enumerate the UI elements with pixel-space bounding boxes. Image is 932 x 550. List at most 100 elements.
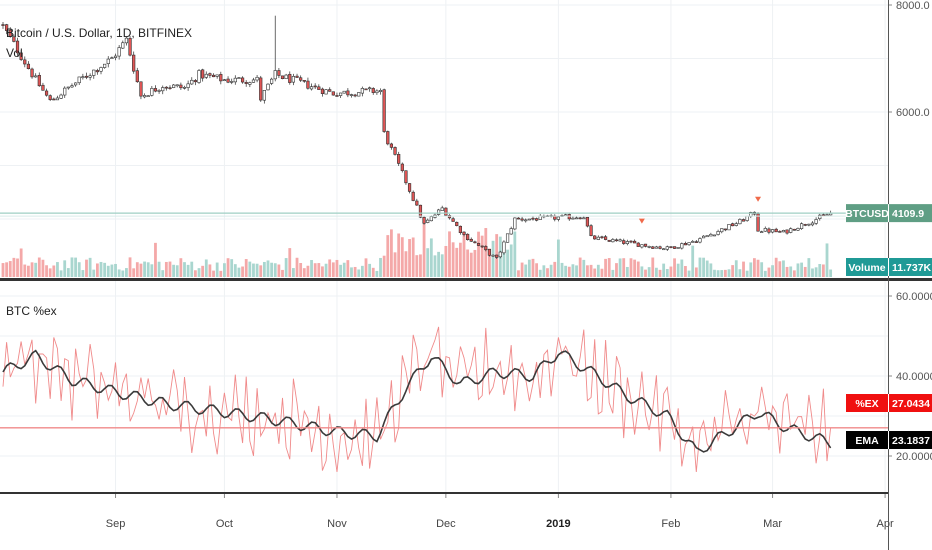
candle-body [299,77,303,81]
volume-bar [738,269,742,277]
candle-body [197,70,201,83]
volume-bar [371,267,375,277]
candle-body [233,77,237,83]
volume-bar [16,258,19,277]
volume-bar [745,270,749,277]
candle-body [251,79,256,83]
volume-bar [709,263,713,277]
candle-body [302,80,306,82]
ema-tag-label: EMA [855,435,879,447]
candle-body [364,88,368,91]
candle-body [462,231,466,235]
candle-body [371,88,375,93]
volume-bar [168,261,172,277]
volume-bar [466,249,470,277]
volume-bar [814,267,818,277]
candle-body [720,228,724,233]
candle-body [291,76,296,83]
volume-bar [172,264,176,277]
volume-bar [186,264,190,277]
volume-bar [655,267,658,277]
volume-bar [509,244,513,277]
volume-bar [821,264,825,277]
volume-bars [1,222,833,277]
volume-bar [30,262,34,277]
volume-bar [629,258,633,277]
candle-body [186,83,190,88]
candle-body [12,36,16,42]
candlesticks [0,15,888,259]
volume-bar [429,238,433,277]
volume-bar [375,270,379,277]
candle-body [222,79,227,81]
volume-bar [164,261,168,277]
volume-bar [339,264,342,277]
candle-body [451,218,455,222]
volume-bar [807,258,811,277]
candle-body [447,215,452,219]
volume-bar [419,254,422,277]
volume-bar [742,261,745,277]
volume-bar [720,270,724,277]
volume-bar [331,262,335,277]
candle-body [411,191,415,201]
volume-bar [604,258,607,277]
x-tick-label: Apr [877,518,894,530]
candle-body [273,70,277,80]
candle-body [680,243,684,249]
volume-bar [204,259,208,277]
volume-bar [618,258,622,277]
candle-body [270,78,274,84]
candle-body [825,214,829,216]
candle-body [513,217,517,230]
candle-body [658,246,662,249]
candle-body [426,219,430,223]
volume-bar [66,268,70,277]
volume-bar [248,261,252,277]
volume-bar [488,248,491,277]
volume-bar [622,258,626,277]
candle-body [84,75,89,78]
candle-body [593,235,597,240]
candle-body [531,217,535,220]
volume-bar [684,266,687,277]
signal-marker [755,196,762,202]
volume-bar [491,240,495,277]
candle-body [647,246,651,248]
volume-bar [818,264,822,277]
candle-body [640,244,644,248]
volume-bar [524,264,528,277]
volume-bar [731,265,735,277]
candle-body [622,240,626,244]
volume-bar [81,270,85,277]
candle-body [41,84,45,91]
candle-body [662,248,666,251]
candle-body [259,77,263,101]
volume-bar [128,257,132,277]
candle-body [237,77,241,79]
candle-body [415,200,419,206]
candle-body [103,63,107,68]
volume-bar [444,246,448,277]
volume-bar [77,262,81,277]
candle-body [603,236,608,240]
volume-bar [179,258,183,277]
volume-bar [549,264,553,277]
volume-bar [161,270,165,277]
volume-bar [12,257,16,277]
candle-body [240,77,245,83]
volume-bar [1,263,5,277]
volume-bar [527,259,531,277]
volume-bar [255,263,259,277]
volume-bar [702,257,705,277]
candle-body [179,84,183,89]
volume-bar [212,270,215,277]
volume-bar [390,229,393,277]
candle-body [473,241,477,244]
candle-body [266,83,270,91]
volume-bar [567,266,571,277]
candle-body [99,67,103,72]
indicator-panel-title: BTC %ex [6,304,57,318]
candle-body [92,69,96,76]
